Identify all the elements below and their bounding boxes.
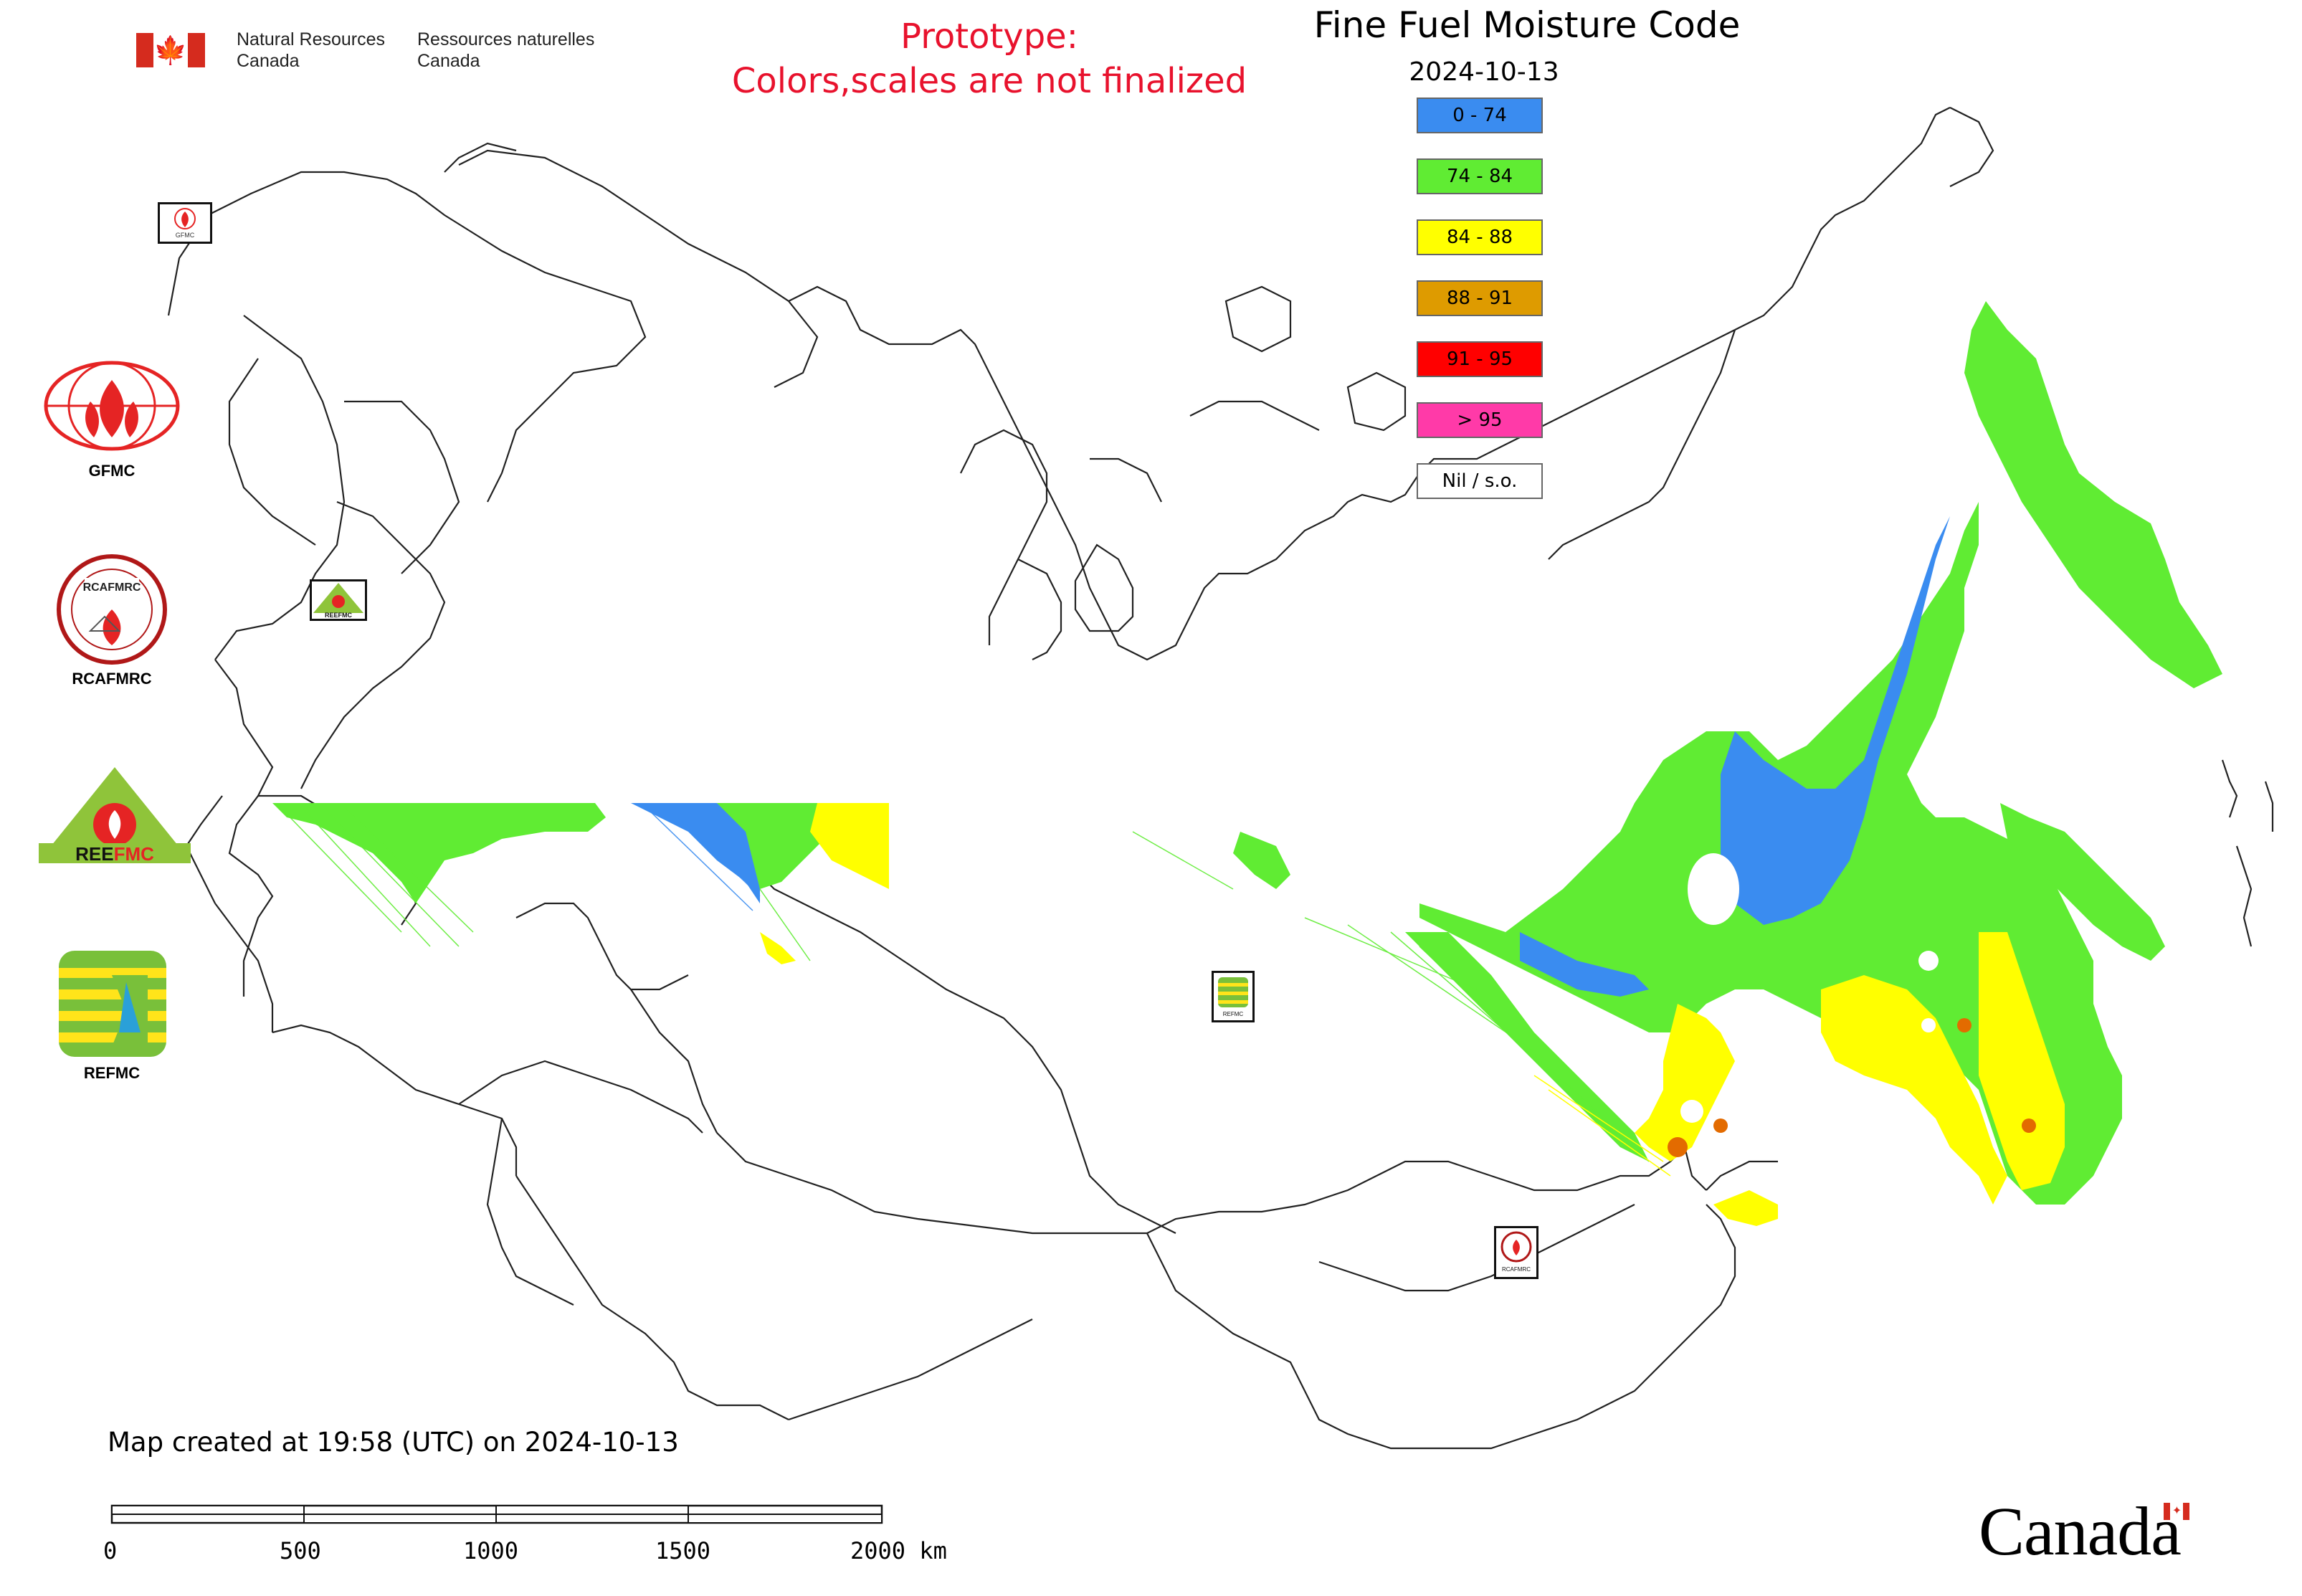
reefmc-logo-icon: REEFMC — [39, 767, 191, 865]
svg-text:GFMC: GFMC — [176, 232, 195, 239]
dept-name-en: Natural Resources Canada — [237, 29, 386, 71]
streak-lines — [279, 806, 1650, 1162]
ffmc-fill-east — [1419, 301, 2222, 1226]
fill-green-west — [272, 803, 606, 903]
legend-item-88-91: 88 - 91 — [1417, 280, 1543, 316]
rcafmrc-logo-label: RCAFMRC — [72, 670, 152, 688]
gfmc-logo-block: GFMC — [40, 358, 184, 480]
scale-tick-1500: 1500 — [655, 1537, 711, 1564]
svg-text:RCAFMRC: RCAFMRC — [83, 581, 141, 594]
legend-item-nil: Nil / s.o. — [1417, 463, 1543, 499]
legend-item-gt-95: > 95 — [1417, 402, 1543, 438]
refmc-marker-icon: REFMC — [1218, 977, 1248, 1017]
scale-tick-2000: 2000 km — [850, 1537, 947, 1564]
gfmc-marker[interactable]: GFMC — [158, 202, 212, 244]
reefmc-marker-icon: REEFMC — [313, 583, 363, 619]
gfmc-marker-icon: GFMC — [174, 208, 196, 239]
fill-yellow-sw — [1635, 1004, 1735, 1162]
rcafmrc-logo-block: RCAFMRC RCAFMRC — [40, 552, 184, 688]
fill-green-center — [1233, 832, 1290, 889]
legend-item-91-95: 91 - 95 — [1417, 341, 1543, 377]
svg-text:REEFMC: REEFMC — [325, 612, 353, 619]
map-created-timestamp: Map created at 19:58 (UTC) on 2024-10-13 — [108, 1427, 679, 1458]
legend-item-74-84: 74 - 84 — [1417, 158, 1543, 194]
rcafmrc-marker-icon: RCAFMRC — [1500, 1231, 1532, 1273]
hot-spot-2 — [1713, 1118, 1728, 1133]
gfmc-logo-icon — [44, 361, 180, 451]
fill-green-sakhalin — [2000, 803, 2165, 961]
ffmc-fill-west — [272, 803, 1671, 1177]
canada-wordmark: Canada ✦ — [1979, 1491, 2189, 1571]
canada-flag-icon: 🍁 — [136, 33, 205, 67]
fill-yellow-west-2 — [760, 932, 796, 964]
rcafmrc-marker[interactable]: RCAFMRC — [1494, 1226, 1538, 1279]
legend-item-0-74: 0 - 74 — [1417, 98, 1543, 133]
svg-text:RCAFMRC: RCAFMRC — [1502, 1266, 1531, 1273]
scale-tick-1000: 1000 — [463, 1537, 519, 1564]
dept-name-fr: Ressources naturelles Canada — [417, 29, 595, 71]
scale-bar: 0 500 1000 1500 2000 km — [103, 1498, 968, 1577]
reefmc-marker[interactable]: REEFMC — [310, 579, 367, 621]
fill-yellow-small-east — [1713, 1190, 1778, 1226]
nil-lake-2 — [1918, 951, 1939, 971]
refmc-logo-label: REFMC — [83, 1064, 141, 1082]
nrcan-signature: 🍁 Natural Resources Canada Ressources na… — [136, 29, 609, 72]
reefmc-logo-block: REEFMC — [36, 767, 194, 878]
nil-lake-1 — [1688, 853, 1739, 925]
map-title: Fine Fuel Moisture Code — [1313, 4, 1741, 46]
wordmark-flag-icon: ✦ — [2164, 1503, 2189, 1520]
map-date: 2024-10-13 — [1409, 57, 1559, 87]
streak-lines-yellow — [1533, 1075, 1671, 1177]
fill-green-kamchatka — [1964, 301, 2222, 688]
fill-green-west-2 — [717, 803, 832, 889]
legend-item-84-88: 84 - 88 — [1417, 219, 1543, 255]
scale-tick-0: 0 — [103, 1537, 118, 1564]
scale-tick-500: 500 — [280, 1537, 321, 1564]
legend: 0 - 74 74 - 84 84 - 88 88 - 91 91 - 95 >… — [1417, 98, 1546, 524]
refmc-logo-block: REFMC — [40, 946, 184, 1083]
rcafmrc-logo-icon: RCAFMRC — [57, 554, 167, 665]
hot-spot-4 — [2022, 1118, 2036, 1133]
refmc-logo-icon — [59, 951, 166, 1057]
fill-yellow-west — [810, 803, 889, 889]
refmc-marker[interactable]: REFMC — [1212, 971, 1255, 1022]
scale-bar-graphic — [110, 1504, 883, 1524]
gfmc-logo-label: GFMC — [88, 462, 135, 480]
fill-blue-east — [1721, 516, 1950, 925]
fill-yellow-se — [1979, 932, 2065, 1190]
fill-blue-west — [631, 803, 760, 903]
fill-yellow-mid — [1821, 975, 2007, 1205]
fill-blue-east-2 — [1520, 932, 1649, 997]
country-borders — [167, 107, 2274, 1450]
hot-spot-1 — [1668, 1137, 1688, 1157]
streak-lines-blue — [645, 806, 761, 911]
svg-text:REEFMC: REEFMC — [75, 843, 154, 865]
prototype-notice: Prototype: Colors,scales are not finaliz… — [731, 16, 1247, 101]
nil-lake-3 — [1680, 1100, 1703, 1123]
nil-lake-4 — [1921, 1018, 1936, 1032]
svg-text:REFMC: REFMC — [1223, 1011, 1244, 1017]
hot-spot-3 — [1957, 1018, 1972, 1032]
